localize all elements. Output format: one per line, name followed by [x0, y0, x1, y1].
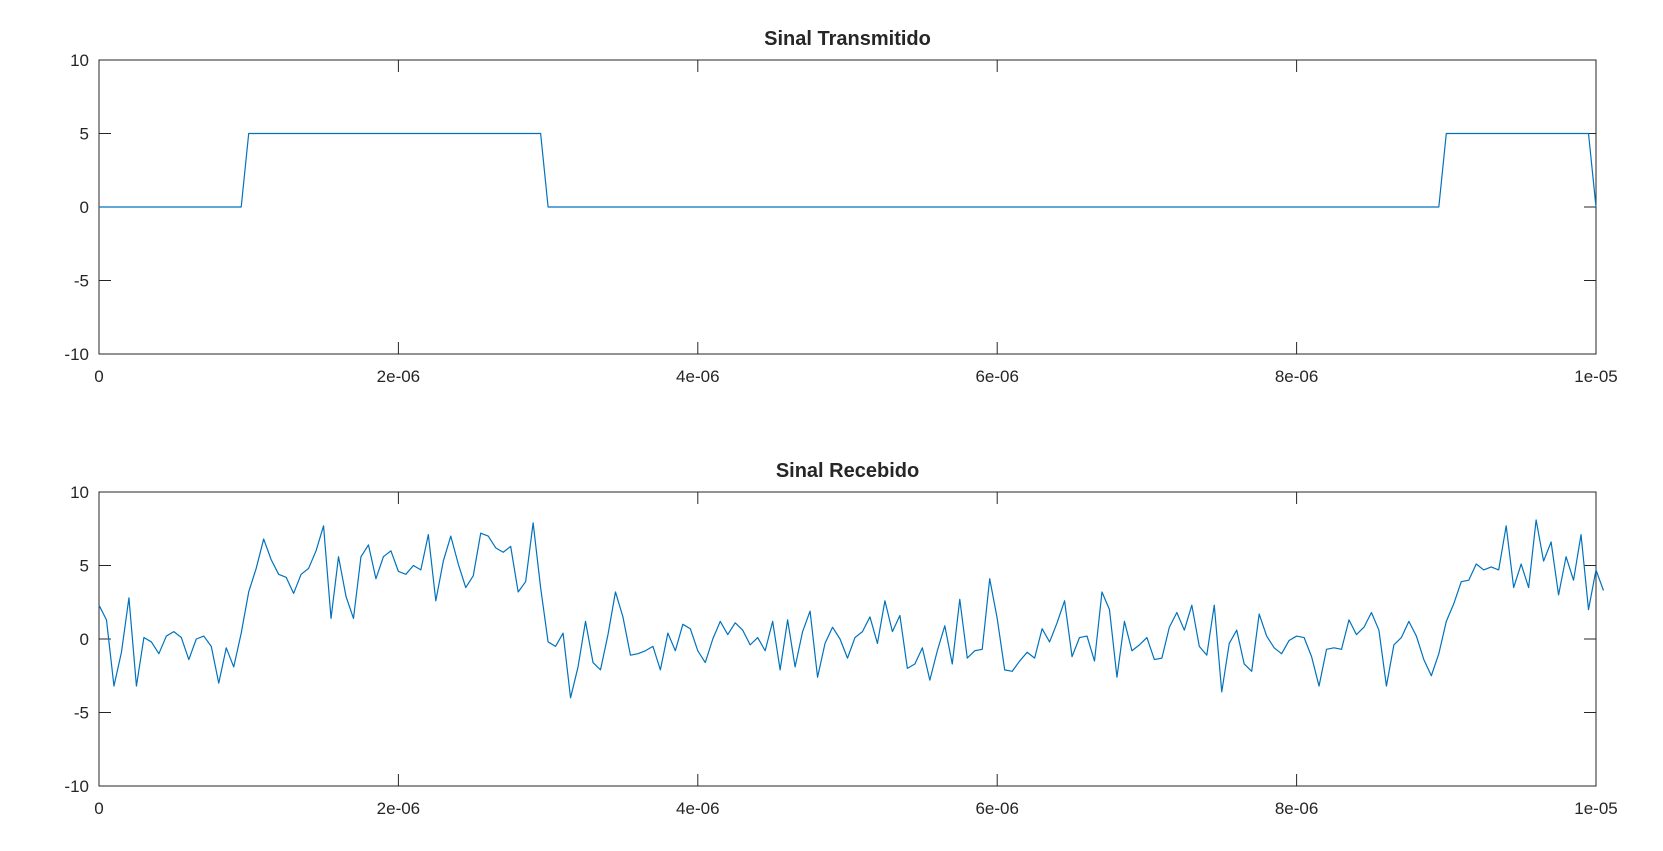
x-tick-label: 4e-06: [676, 799, 719, 818]
y-tick-label: -10: [64, 345, 89, 364]
axis-tick-labels: 0 2e-06 4e-06 6e-06 8e-06 1e-05 -10 -5 0 5 10: [64, 483, 1617, 818]
y-tick-label: 0: [80, 630, 89, 649]
y-tick-label: 10: [70, 51, 89, 70]
series-line-transmitted: [99, 132, 1597, 208]
x-tick-label: 1e-05: [1574, 367, 1617, 386]
x-tick-label: 6e-06: [975, 367, 1018, 386]
plot-area: [98, 491, 1597, 787]
axis-ticks: [98, 491, 1597, 787]
series-line-received: [98, 519, 1605, 699]
y-tick-label: 5: [80, 557, 89, 576]
axis-tick-labels: 0 2e-06 4e-06 6e-06 8e-06 1e-05 -10 -5 0 5 10: [64, 51, 1617, 386]
x-tick-label: 2e-06: [377, 799, 420, 818]
x-tick-label: 6e-06: [975, 799, 1018, 818]
y-tick-label: 10: [70, 483, 89, 502]
chart-title: Sinal Transmitido: [764, 28, 931, 50]
chart-received-signal: Sinal Recebido 0 2e-06 4e-06 6e-06 8e-06 1e-0…: [64, 460, 1617, 818]
y-tick-label: 0: [80, 198, 89, 217]
chart-transmitted-signal: Sinal Transmitido 0 2e-06 4e-06 6e-06 8e-06 1…: [64, 28, 1617, 386]
axis-ticks: [98, 59, 1597, 355]
x-tick-label: 2e-06: [377, 367, 420, 386]
y-tick-label: 5: [80, 125, 89, 144]
x-tick-label: 8e-06: [1275, 799, 1318, 818]
y-tick-label: -5: [74, 272, 89, 291]
x-tick-label: 0: [94, 367, 103, 386]
y-tick-label: -10: [64, 777, 89, 796]
chart-title: Sinal Recebido: [776, 460, 919, 482]
y-tick-label: -5: [74, 704, 89, 723]
x-tick-label: 1e-05: [1574, 799, 1617, 818]
x-tick-label: 4e-06: [676, 367, 719, 386]
x-tick-label: 8e-06: [1275, 367, 1318, 386]
x-tick-label: 0: [94, 799, 103, 818]
